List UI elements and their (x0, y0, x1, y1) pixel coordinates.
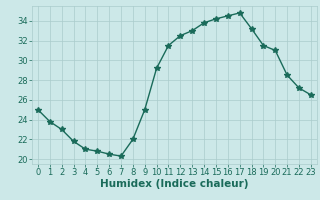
X-axis label: Humidex (Indice chaleur): Humidex (Indice chaleur) (100, 179, 249, 189)
